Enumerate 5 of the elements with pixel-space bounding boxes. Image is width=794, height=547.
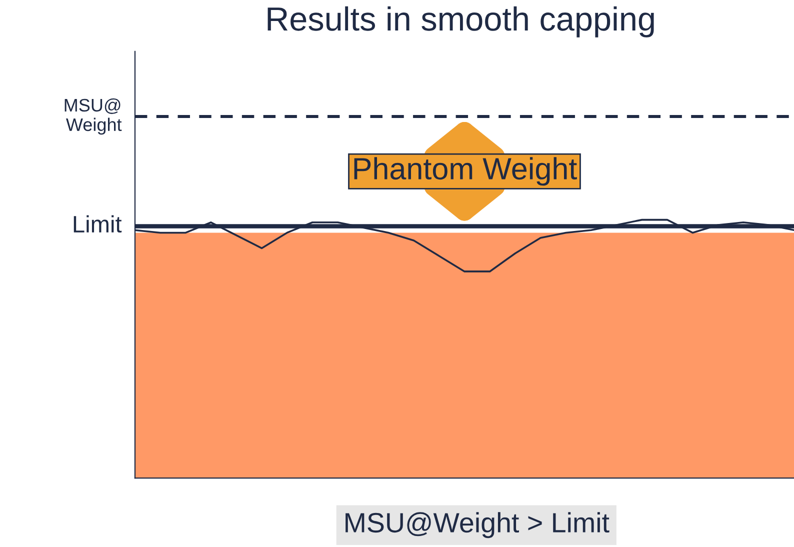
text: Phantom Weight — [354, 157, 577, 186]
text: MSU@Weight > Limit — [346, 512, 610, 538]
ref-line-label: Limit — [74, 215, 122, 233]
ref-line-label: MSU@ Weight — [64, 98, 122, 135]
chart-title: Results in smooth capping — [268, 6, 654, 38]
